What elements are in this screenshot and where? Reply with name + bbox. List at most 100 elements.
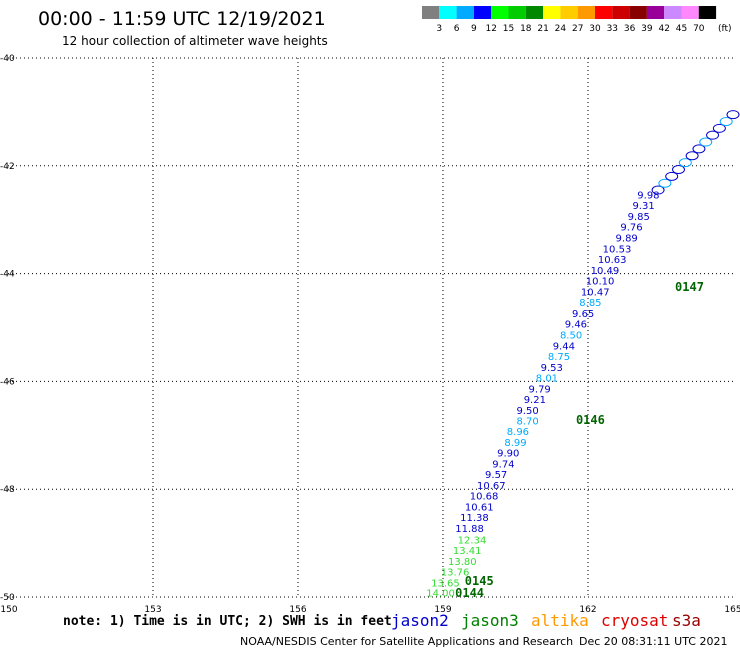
swh-value: 9.89 xyxy=(616,233,638,244)
swh-value: 9.57 xyxy=(485,470,507,481)
cluster-mark xyxy=(685,151,699,161)
swh-value: 10.68 xyxy=(470,492,499,503)
swh-value: 9.31 xyxy=(632,201,654,212)
swh-value: 9.90 xyxy=(497,449,519,460)
scale-swatch xyxy=(543,6,561,19)
scale-label: 21 xyxy=(537,24,548,34)
swh-value: 10.61 xyxy=(465,502,494,513)
swh-value: 8.70 xyxy=(516,417,538,428)
scale-swatch xyxy=(508,6,526,19)
scale-swatch xyxy=(456,6,474,19)
y-tick-label: -50 xyxy=(0,593,15,603)
x-tick-label: 156 xyxy=(289,605,306,615)
scale-label: 12 xyxy=(485,24,496,34)
scale-label: 33 xyxy=(607,24,618,34)
scale-label: 30 xyxy=(589,24,601,34)
scale-swatch xyxy=(629,6,647,19)
swh-value: 9.98 xyxy=(637,190,659,201)
y-tick-label: -46 xyxy=(0,377,15,387)
color-scale-legend: 3 6 9 12 15 18 21 24 27 30 33 36 39 42 45 70 (ft) xyxy=(422,6,732,34)
cluster-mark xyxy=(678,158,692,168)
y-tick-label: -42 xyxy=(0,162,15,172)
scale-label: 42 xyxy=(658,24,669,34)
satellite-label: s3a xyxy=(672,611,701,630)
swh-value: 10.63 xyxy=(598,255,627,266)
swh-value: 9.44 xyxy=(553,341,575,352)
scale-swatch xyxy=(664,6,682,19)
satellite-label: cryosat xyxy=(601,611,668,630)
swh-value: 8.96 xyxy=(507,427,529,438)
pass-label: 0146 xyxy=(576,413,605,427)
pass-label: 0147 xyxy=(675,280,704,294)
scale-swatch xyxy=(560,6,578,19)
swh-value: 14.00 xyxy=(426,589,455,600)
credit-text: NOAA/NESDIS Center for Satellite Applica… xyxy=(240,635,573,648)
cluster-mark xyxy=(692,144,706,154)
y-tick-label: -44 xyxy=(0,270,15,280)
scale-swatch xyxy=(612,6,630,19)
scale-label: 36 xyxy=(624,24,636,34)
scale-swatch xyxy=(473,6,492,19)
swh-value: 9.76 xyxy=(620,223,642,234)
scale-label: 70 xyxy=(693,24,705,34)
cluster-mark xyxy=(658,178,672,188)
swh-value: 9.50 xyxy=(516,406,538,417)
dense-cluster xyxy=(651,110,740,195)
swh-points: 14.0013.6513.7613.8013.4112.3411.8811.38… xyxy=(426,190,659,599)
chart-title: 00:00 - 11:59 UTC 12/19/2021 xyxy=(38,8,326,30)
pass-label: 0145 xyxy=(465,574,494,588)
swh-value: 9.79 xyxy=(529,384,551,395)
scale-swatch xyxy=(439,6,457,19)
swh-value: 8.85 xyxy=(579,298,601,309)
pass-label: 0144 xyxy=(455,586,484,600)
cluster-mark xyxy=(706,130,720,140)
scale-swatch xyxy=(491,6,509,19)
scale-label: 39 xyxy=(641,24,653,34)
swh-value: 9.53 xyxy=(541,363,563,374)
x-tick-label: 150 xyxy=(0,605,17,615)
scale-swatch xyxy=(577,6,595,19)
timestamp-text: Dec 20 08:31:11 UTC 2021 xyxy=(579,635,727,648)
scale-swatch xyxy=(525,6,544,19)
scale-label: 45 xyxy=(676,24,687,34)
x-tick-label: 159 xyxy=(434,605,451,615)
swh-value: 8.50 xyxy=(560,331,582,342)
axis-ticks: 150 153 156 159 162 165 -40 -42 -44 -46 -48 -50 xyxy=(0,54,740,615)
note-text: note: 1) Time is in UTC; 2) SWH is in fe… xyxy=(63,614,392,629)
scale-label: 24 xyxy=(555,24,567,34)
swh-value: 13.41 xyxy=(453,546,482,557)
chart-subtitle: 12 hour collection of altimeter wave hei… xyxy=(62,34,328,48)
y-tick-label: -40 xyxy=(0,54,15,64)
satellite-label: jason3 xyxy=(461,611,519,630)
satellite-label: jason2 xyxy=(391,611,449,630)
scale-label: 27 xyxy=(572,24,583,34)
swh-value: 10.47 xyxy=(581,287,610,298)
y-tick-label: -48 xyxy=(0,485,15,495)
swh-value: 10.10 xyxy=(586,277,615,288)
cluster-mark xyxy=(726,110,740,120)
swh-value: 11.88 xyxy=(455,524,484,535)
swh-value: 8.99 xyxy=(504,438,526,449)
scale-label: 3 xyxy=(436,24,442,34)
scale-label: 18 xyxy=(520,24,532,34)
scale-swatch xyxy=(698,6,717,19)
swh-value: 10.53 xyxy=(603,244,632,255)
x-tick-label: 153 xyxy=(144,605,161,615)
swh-value: 9.65 xyxy=(572,309,594,320)
swh-value: 13.80 xyxy=(448,557,477,568)
scale-swatch xyxy=(646,6,665,19)
swh-value: 10.67 xyxy=(477,481,506,492)
grid xyxy=(8,57,733,598)
satellite-label: altika xyxy=(531,611,589,630)
scale-unit: (ft) xyxy=(718,24,732,34)
swh-value: 9.85 xyxy=(628,212,650,223)
cluster-mark xyxy=(665,171,679,181)
x-tick-label: 165 xyxy=(724,605,740,615)
x-tick-label: 162 xyxy=(579,605,596,615)
scale-swatch xyxy=(681,6,699,19)
cluster-mark xyxy=(719,116,733,126)
swh-value: 10.49 xyxy=(591,266,620,277)
